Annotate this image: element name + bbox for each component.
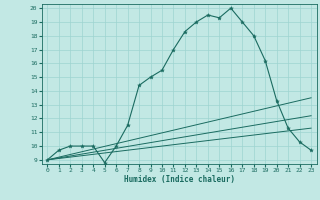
Point — [159, 69, 164, 72]
Point — [91, 144, 96, 148]
Point — [68, 144, 73, 148]
Point — [114, 144, 119, 148]
Point — [297, 140, 302, 144]
Point — [228, 7, 233, 10]
Point — [274, 99, 279, 102]
X-axis label: Humidex (Indice chaleur): Humidex (Indice chaleur) — [124, 175, 235, 184]
Point — [194, 20, 199, 24]
Point — [45, 158, 50, 161]
Point — [79, 144, 84, 148]
Point — [251, 34, 256, 37]
Point — [263, 59, 268, 62]
Point — [308, 149, 314, 152]
Point — [171, 48, 176, 51]
Point — [125, 124, 130, 127]
Point — [148, 76, 153, 79]
Point — [102, 161, 107, 164]
Point — [240, 20, 245, 24]
Point — [137, 84, 142, 87]
Point — [56, 149, 61, 152]
Point — [285, 127, 291, 130]
Point — [182, 30, 188, 33]
Point — [205, 13, 211, 17]
Point — [217, 16, 222, 19]
